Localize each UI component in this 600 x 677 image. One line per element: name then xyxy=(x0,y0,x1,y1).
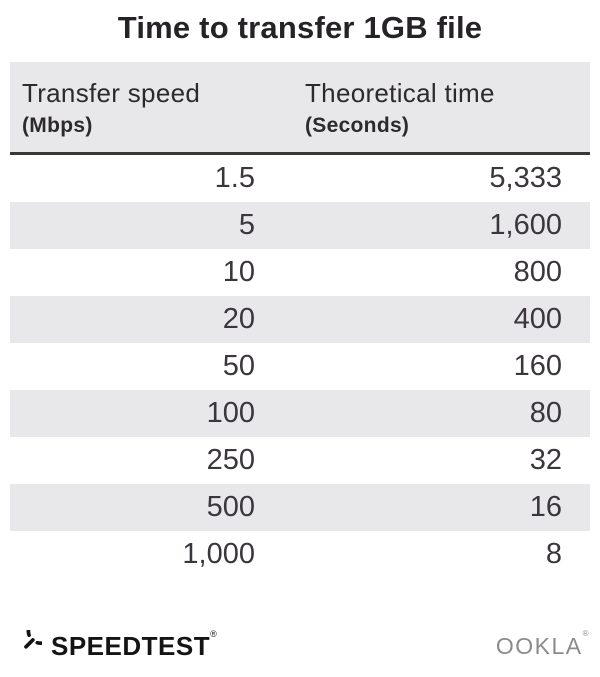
page-title: Time to transfer 1GB file xyxy=(117,10,483,45)
time-value: 400 xyxy=(513,303,562,335)
time-value: 32 xyxy=(529,444,562,476)
table-row: 1,000 8 xyxy=(10,531,590,578)
speed-value: 10 xyxy=(222,256,255,288)
registered-trademark-icon: ® xyxy=(210,628,218,639)
header-cell-transfer-speed: Transfer speed (Mbps) xyxy=(10,75,255,141)
speed-value: 1.5 xyxy=(214,162,255,194)
transfer-time-table: Transfer speed (Mbps) Theoretical time (… xyxy=(10,62,590,578)
speed-value: 50 xyxy=(222,350,255,382)
table-row: 20 400 xyxy=(10,296,590,343)
table-header-row: Transfer speed (Mbps) Theoretical time (… xyxy=(10,62,590,155)
speedtest-gauge-icon xyxy=(10,630,42,662)
footer: SPEEDTEST® OOKLA® xyxy=(10,626,590,666)
table-row: 500 16 xyxy=(10,484,590,531)
registered-trademark-icon: ® xyxy=(582,628,590,638)
table-row: 5 1,600 xyxy=(10,202,590,249)
speed-value: 1,000 xyxy=(182,538,255,570)
speed-value: 250 xyxy=(206,444,255,476)
time-value: 160 xyxy=(513,350,562,382)
table-row: 1.5 5,333 xyxy=(10,155,590,202)
speedtest-wordmark: SPEEDTEST® xyxy=(51,628,218,661)
column-label: Transfer speed xyxy=(22,78,201,108)
column-unit: (Mbps) xyxy=(22,114,93,137)
ookla-logo: OOKLA® xyxy=(495,628,590,659)
time-value: 80 xyxy=(529,397,562,429)
table-row: 50 160 xyxy=(10,343,590,390)
time-value: 800 xyxy=(513,256,562,288)
time-value: 1,600 xyxy=(489,209,562,241)
time-value: 8 xyxy=(545,538,562,570)
speed-value: 100 xyxy=(206,397,255,429)
header-cell-theoretical-time: Theoretical time (Seconds) xyxy=(255,75,590,141)
table-body: 1.5 5,333 5 1,600 10 800 20 400 50 160 1… xyxy=(10,155,590,578)
column-unit: (Seconds) xyxy=(305,114,410,137)
speed-value: 5 xyxy=(238,209,255,241)
table-row: 250 32 xyxy=(10,437,590,484)
time-value: 16 xyxy=(529,491,562,523)
column-label: Theoretical time xyxy=(305,78,495,108)
table-row: 100 80 xyxy=(10,390,590,437)
time-value: 5,333 xyxy=(489,162,562,194)
speed-value: 20 xyxy=(222,303,255,335)
speed-value: 500 xyxy=(206,491,255,523)
speedtest-logo: SPEEDTEST® xyxy=(10,628,218,662)
table-row: 10 800 xyxy=(10,249,590,296)
